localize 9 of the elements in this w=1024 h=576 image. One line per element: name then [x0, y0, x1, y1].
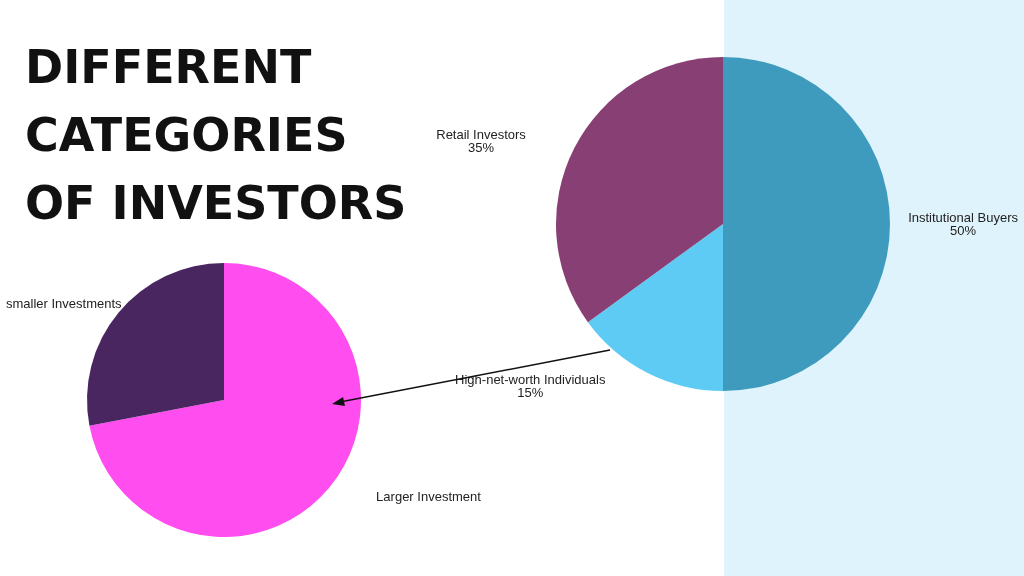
- slice-label: Retail Investors: [436, 127, 527, 143]
- chart-title: DIFFERENT CATEGORIES OF INVESTORS: [25, 40, 407, 230]
- data-label: 35%: [468, 140, 495, 156]
- slice-label: smaller Investments: [6, 295, 123, 311]
- slice-label: Larger Investment: [376, 489, 482, 505]
- data-label: 15%: [517, 385, 544, 401]
- slice-label: Institutional Buyers: [908, 210, 1019, 225]
- data-label: 50%: [950, 223, 977, 238]
- slice-label: High-net-worth Individuals: [455, 372, 606, 388]
